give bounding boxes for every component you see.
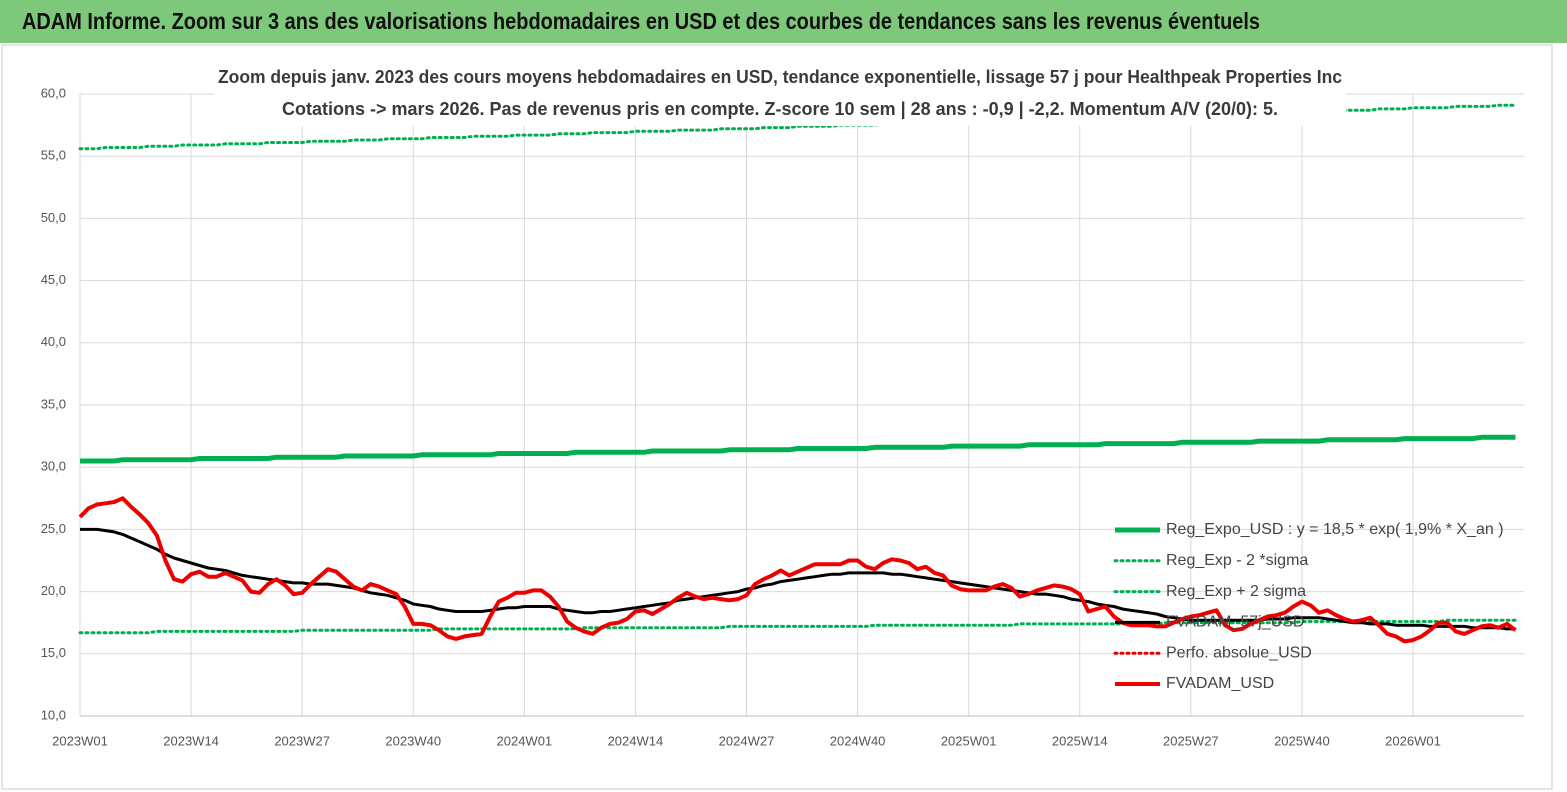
legend-label: Perfo. absolue_USD <box>1166 644 1312 661</box>
y-tick-label: 50,0 <box>41 210 66 225</box>
y-tick-label: 60,0 <box>41 85 66 100</box>
series-line <box>80 527 1516 631</box>
y-tick-label: 10,0 <box>41 707 66 722</box>
x-tick-label: 2025W40 <box>1274 733 1330 748</box>
legend-label: FVADAM_USD <box>1166 675 1274 692</box>
legend-label: Reg_Expo_USD : y = 18,5 * exp( 1,9% * X_… <box>1166 521 1504 538</box>
series-line <box>80 434 1516 464</box>
legend-label: Reg_Exp + 2 sigma <box>1166 583 1306 600</box>
x-tick-label: 2025W01 <box>941 733 997 748</box>
y-tick-label: 25,0 <box>41 521 66 536</box>
x-tick-label: 2024W27 <box>719 733 775 748</box>
y-tick-label: 20,0 <box>41 583 66 598</box>
x-tick-label: 2023W14 <box>163 733 219 748</box>
header-title: ADAM Informe. Zoom sur 3 ans des valoris… <box>22 8 1260 34</box>
x-tick-label: 2025W27 <box>1163 733 1219 748</box>
x-tick-label: 2026W01 <box>1385 733 1441 748</box>
x-tick-label: 2024W01 <box>497 733 553 748</box>
legend-label: FVADAM_57j_USD <box>1166 614 1304 631</box>
legend-label: Reg_Exp - 2 *sigma <box>1166 552 1308 569</box>
chart-subtitle: Cotations -> mars 2026. Pas de revenus p… <box>282 99 1278 119</box>
series-line <box>78 496 1517 644</box>
x-tick-label: 2023W01 <box>52 733 108 748</box>
y-tick-label: 30,0 <box>41 459 66 474</box>
plot-area: 10,0 15,0 20,0 25,0 30,0 35,0 40,0 45,0 50,0 55,0… <box>41 85 1524 748</box>
chart-border <box>1 44 1553 790</box>
legend: Reg_Expo_USD : y = 18,5 * exp( 1,9% * X_… <box>1113 521 1504 692</box>
header-bar <box>0 0 1567 43</box>
x-tick-label: 2023W27 <box>274 733 330 748</box>
y-tick-label: 15,0 <box>41 645 66 660</box>
y-tick-label: 55,0 <box>41 148 66 163</box>
x-tick-label: 2024W40 <box>830 733 886 748</box>
y-tick-label: 45,0 <box>41 272 66 287</box>
x-tick-label: 2025W14 <box>1052 733 1108 748</box>
title-box <box>214 60 1346 126</box>
x-tick-label: 2024W14 <box>608 733 664 748</box>
x-tick-label: 2023W40 <box>385 733 441 748</box>
y-tick-label: 35,0 <box>41 396 66 411</box>
chart-title: Zoom depuis janv. 2023 des cours moyens … <box>218 67 1342 87</box>
y-tick-label: 40,0 <box>41 334 66 349</box>
series-line <box>78 618 1517 635</box>
